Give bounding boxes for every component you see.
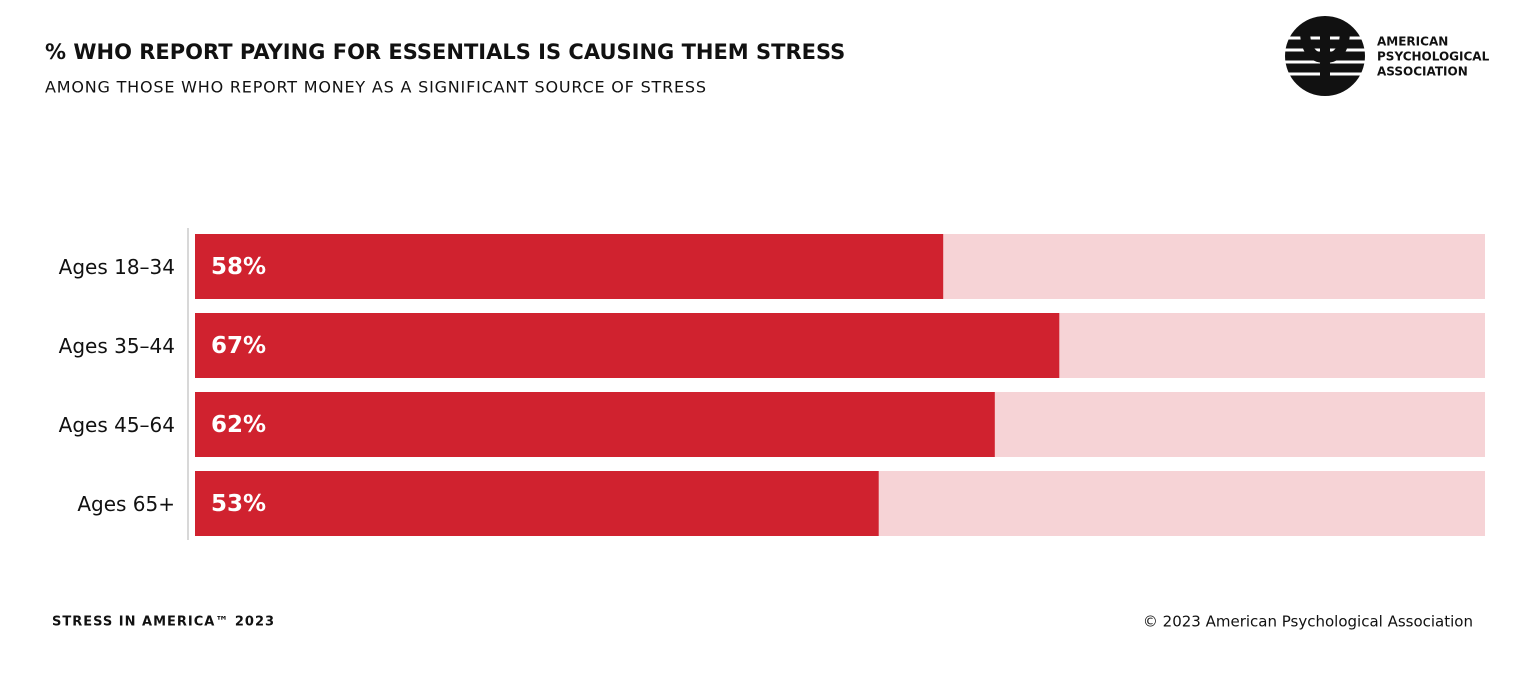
logo: AMERICAN PSYCHOLOGICAL ASSOCIATION bbox=[1285, 16, 1490, 96]
logo-psi bbox=[1300, 28, 1350, 90]
logo-text: PSYCHOLOGICAL bbox=[1377, 50, 1490, 64]
value-label: 62% bbox=[211, 412, 266, 438]
chart-title: % WHO REPORT PAYING FOR ESSENTIALS IS CA… bbox=[45, 40, 845, 64]
y-tick-label: Ages 65+ bbox=[77, 492, 175, 516]
footer-right: © 2023 American Psychological Associatio… bbox=[1143, 613, 1473, 631]
value-label: 53% bbox=[211, 491, 266, 517]
footer-left: STRESS IN AMERICA™ 2023 bbox=[52, 615, 275, 630]
logo-text: ASSOCIATION bbox=[1377, 65, 1468, 79]
value-label: 58% bbox=[211, 254, 266, 280]
chart-subtitle: AMONG THOSE WHO REPORT MONEY AS A SIGNIF… bbox=[45, 78, 707, 97]
logo-text: AMERICAN bbox=[1377, 35, 1448, 49]
y-tick-label: Ages 45–64 bbox=[59, 413, 175, 437]
bar bbox=[195, 313, 1060, 378]
y-tick-label: Ages 35–44 bbox=[59, 334, 175, 358]
bar bbox=[195, 471, 879, 536]
y-tick-label: Ages 18–34 bbox=[59, 255, 175, 279]
bar bbox=[195, 392, 995, 457]
bar bbox=[195, 234, 944, 299]
value-label: 67% bbox=[211, 333, 266, 359]
